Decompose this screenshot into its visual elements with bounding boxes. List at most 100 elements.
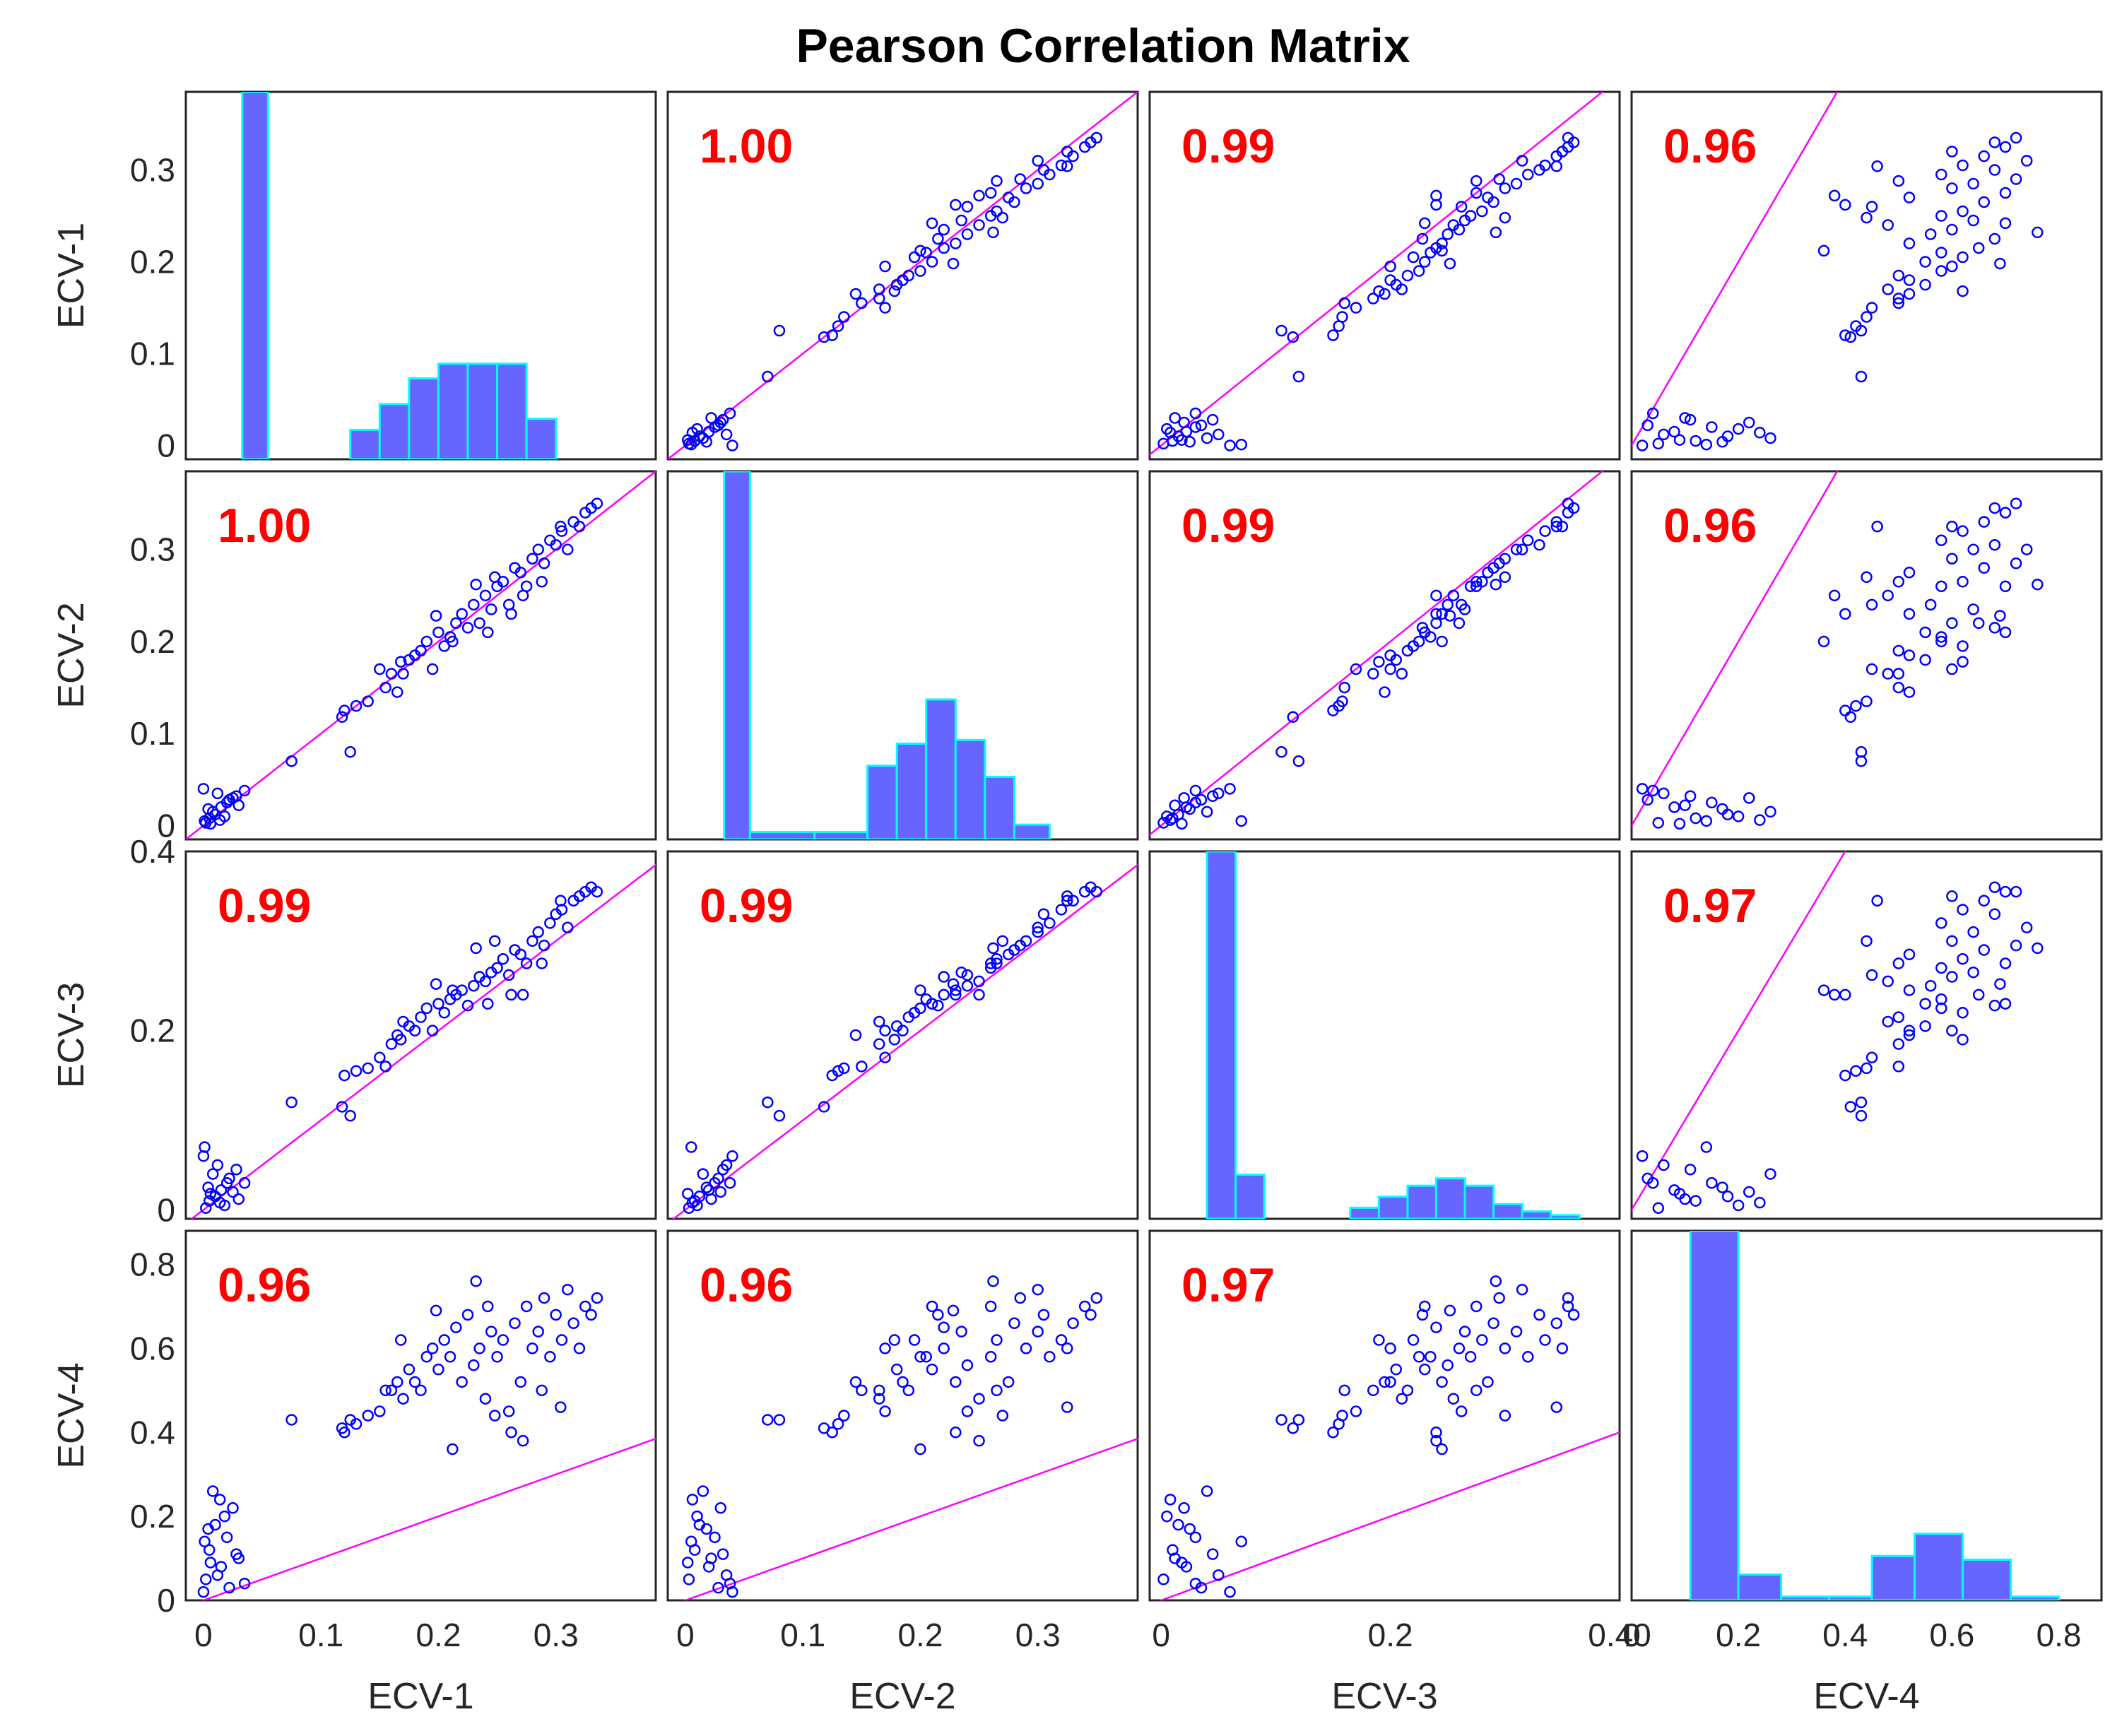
scatter-point-48 [514, 948, 527, 961]
scatter-point-62 [1430, 1427, 1442, 1439]
scatter-point-11 [1161, 810, 1173, 822]
scatter-point-71 [926, 998, 938, 1010]
scatter-point-1 [1690, 1195, 1702, 1207]
scatter-point-44 [1935, 210, 1947, 222]
scatter-point-71 [1999, 217, 2012, 230]
scatter-point-46 [1455, 1405, 1468, 1417]
scatter-point-25 [379, 681, 391, 694]
histogram-bar-ECV-4-3 [1828, 1595, 1873, 1600]
y-tick-label: 0.6 [130, 1330, 175, 1366]
scatter-point-49 [1999, 957, 2012, 969]
scatter-point-7 [697, 1168, 709, 1180]
scatter-point-5 [1743, 792, 1755, 804]
scatter-point-67 [1892, 957, 1905, 969]
scatter-point-37 [938, 242, 950, 254]
scatter-point-17 [213, 1494, 226, 1506]
scatter-point-34 [432, 998, 444, 1010]
scatter-point-14 [1206, 413, 1219, 426]
scatter-point-38 [1436, 237, 1448, 249]
scatter-point-58 [1061, 1342, 1073, 1354]
scatter-point-12 [223, 1172, 235, 1185]
scatter-point-36 [1935, 993, 1947, 1005]
histogram-bar-ECV-4-6 [1962, 1558, 2012, 1600]
scatter-point-68 [1444, 257, 1456, 270]
scatter-point-27 [391, 686, 403, 698]
scatter-point-22 [350, 1065, 362, 1077]
y-tick-label: 0 [157, 1582, 175, 1619]
scatter-point-70 [394, 656, 407, 668]
scatter-point-12 [1641, 419, 1654, 432]
scatter-point-16 [1176, 434, 1188, 446]
scatter-point-61 [2010, 497, 2022, 509]
scatter-point-44 [1464, 1351, 1477, 1363]
scatter-point-14 [230, 790, 242, 803]
x-axis-label: ECV-3 [1331, 1676, 1437, 1717]
scatter-point-58 [573, 520, 586, 533]
scatter-point-18 [762, 1414, 774, 1426]
scatter-point-19 [1844, 1101, 1857, 1113]
scatter-point-18 [285, 755, 297, 767]
x-tick-label: 0.4 [1822, 1617, 1868, 1653]
scatter-point-5 [714, 1502, 727, 1514]
scatter-point-18 [285, 1096, 297, 1109]
scatter-point-45 [1957, 576, 1969, 588]
scatter-point-48 [1482, 567, 1494, 579]
scatter-point-39 [1416, 232, 1429, 245]
scatter-point-32 [420, 635, 433, 648]
scatter-point-1 [1167, 812, 1179, 825]
scatter-point-42 [1882, 589, 1894, 602]
scatter-point-5 [227, 1502, 239, 1514]
scatter-point-15 [1646, 784, 1659, 797]
scatter-point-30 [897, 1376, 909, 1388]
scatter-point-4 [1189, 1531, 1202, 1544]
x-axis-label: ECV-4 [1813, 1676, 1919, 1717]
scatter-point-58 [1061, 890, 1073, 902]
scatter-point-70 [888, 285, 901, 297]
scatter-point-23 [362, 1062, 374, 1075]
scatter-point-20 [338, 704, 350, 716]
scatter-point-34 [926, 256, 938, 268]
scatter-point-17 [686, 1196, 699, 1209]
scatter-point-0 [1652, 1202, 1665, 1215]
scatter-point-39 [1988, 999, 2001, 1012]
histogram-bar-ECV-4-7 [2010, 1595, 2061, 1600]
scatter-point-30 [897, 1025, 909, 1037]
scatter-point-51 [1967, 926, 1979, 938]
scatter-point-24 [374, 663, 386, 675]
scatter-point-8 [705, 1552, 717, 1564]
scatter-point-10 [685, 1141, 697, 1153]
scatter-point-27 [391, 1376, 403, 1388]
scatter-point-13 [1716, 436, 1728, 448]
scatter-point-41 [473, 1342, 485, 1354]
scatter-point-31 [415, 1384, 427, 1397]
scatter-point-15 [1646, 1177, 1659, 1189]
scatter-point-11 [1732, 1199, 1745, 1212]
scatter-point-3 [1668, 801, 1680, 813]
scatter-point-67 [1470, 576, 1483, 588]
scatter-point-18 [1292, 755, 1305, 767]
scatter-point-64 [914, 984, 926, 996]
scatter-point-16 [204, 1188, 217, 1200]
scatter-point-54 [1533, 1309, 1545, 1321]
scatter-point-61 [591, 497, 603, 509]
scatter-point-35 [1957, 251, 1969, 264]
scatter-point-41 [1946, 223, 1958, 236]
scatter-point-37 [1972, 988, 1985, 1001]
scatter-point-49 [1999, 187, 2012, 199]
scatter-point-11 [1161, 1510, 1173, 1523]
scatter-point-48 [514, 567, 527, 579]
scatter-point-9 [1658, 1159, 1670, 1171]
x-tick-label: 0.1 [298, 1617, 343, 1653]
scatter-point-1 [1690, 812, 1702, 825]
scatter-point-68 [1994, 257, 2006, 270]
scatter-point-41 [938, 223, 950, 236]
scatter-point-40 [961, 1359, 974, 1371]
scatter-point-14 [1684, 413, 1697, 426]
scatter-point-63 [1499, 211, 1511, 224]
scatter-point-22 [350, 1418, 362, 1430]
scatter-point-64 [1817, 984, 1830, 996]
scatter-point-58 [1946, 890, 1958, 902]
scatter-point-53 [1044, 917, 1056, 929]
scatter-point-3 [215, 1184, 228, 1196]
scatter-point-23 [1336, 695, 1348, 707]
